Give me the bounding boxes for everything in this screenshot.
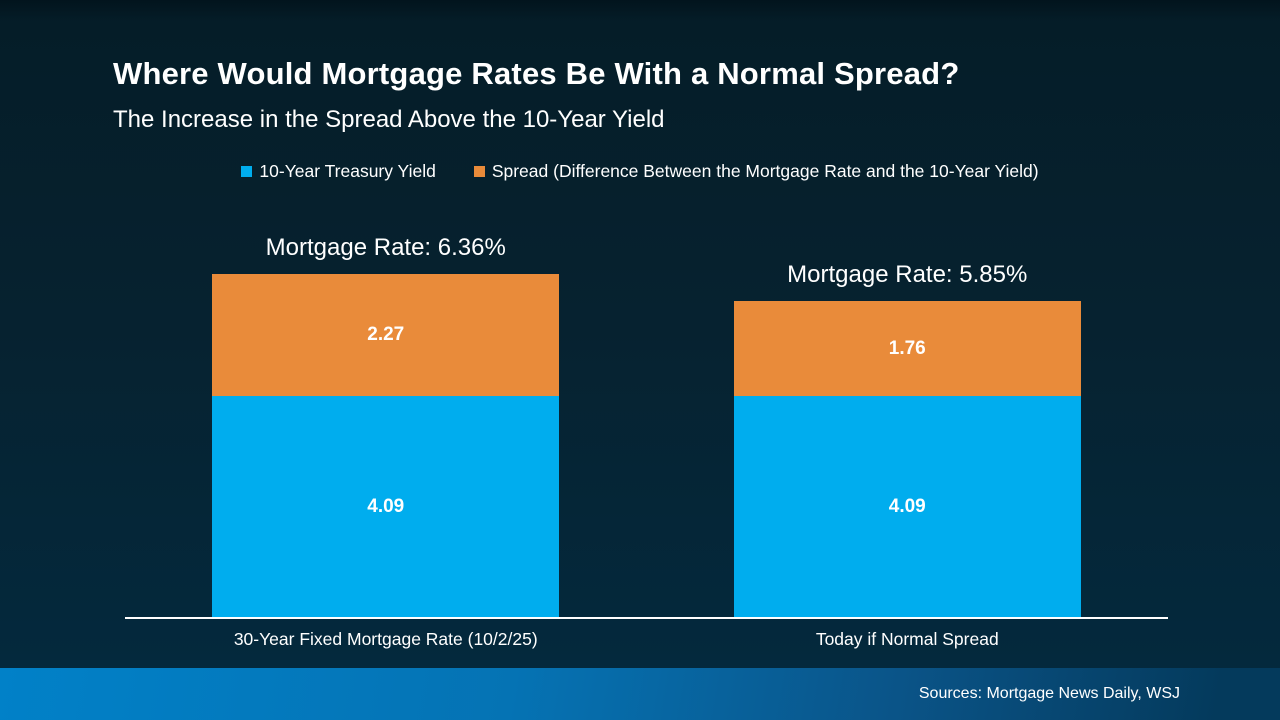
treasury-value-normal: 4.09 (888, 495, 926, 517)
legend-label-spread: Spread (Difference Between the Mortgage … (491, 161, 1039, 181)
chart-legend: 10-Year Treasury Yield Spread (Differenc… (0, 161, 1280, 182)
footer-band: Sources: Mortgage News Daily, WSJ (0, 668, 1280, 720)
treasury-swatch-icon (241, 166, 253, 177)
spread-swatch-icon (473, 166, 485, 177)
stacked-bar-normal: 1.76 4.09 (733, 301, 1081, 617)
legend-item-treasury: 10-Year Treasury Yield (241, 161, 436, 182)
treasury-segment-normal: 4.09 (733, 396, 1081, 617)
bar-group-current: Mortgage Rate: 6.36% 2.27 4.09 (125, 225, 647, 617)
treasury-segment-current: 4.09 (212, 396, 560, 617)
legend-label-treasury: 10-Year Treasury Yield (259, 161, 436, 181)
legend-item-spread: Spread (Difference Between the Mortgage … (473, 161, 1039, 182)
treasury-value-current: 4.09 (367, 495, 405, 517)
x-axis-labels: 30-Year Fixed Mortgage Rate (10/2/25) To… (125, 629, 1168, 650)
spread-value-current: 2.27 (367, 323, 405, 345)
bar-total-label-normal: Mortgage Rate: 5.85% (787, 261, 1028, 289)
category-label-current: 30-Year Fixed Mortgage Rate (10/2/25) (233, 629, 538, 649)
page-subtitle: The Increase in the Spread Above the 10-… (113, 106, 665, 133)
spread-segment-normal: 1.76 (733, 301, 1081, 397)
bar-group-normal: Mortgage Rate: 5.85% 1.76 4.09 (647, 225, 1169, 617)
sources-text: Sources: Mortgage News Daily, WSJ (918, 685, 1180, 702)
spread-segment-current: 2.27 (212, 273, 560, 397)
category-label-normal: Today if Normal Spread (815, 629, 999, 649)
chart-plot-area: Mortgage Rate: 6.36% 2.27 4.09 Mortgage … (125, 225, 1168, 619)
stacked-bar-current: 2.27 4.09 (212, 273, 560, 617)
page-title: Where Would Mortgage Rates Be With a Nor… (113, 56, 960, 91)
bar-total-label-current: Mortgage Rate: 6.36% (265, 233, 506, 261)
spread-value-normal: 1.76 (888, 337, 926, 359)
